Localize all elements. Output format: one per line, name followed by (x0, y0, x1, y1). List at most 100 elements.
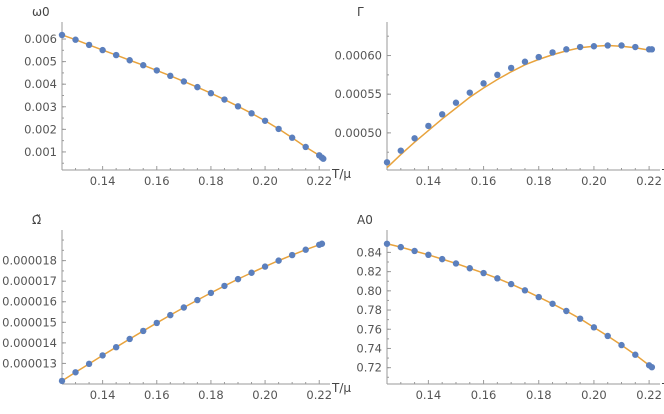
data-point (521, 287, 529, 294)
x-axis-label: T/μ (661, 381, 664, 395)
y-tick-label: 0.80 (356, 284, 382, 298)
x-tick-label: 0.18 (526, 174, 552, 188)
fit-line (386, 243, 653, 368)
data-point (632, 351, 639, 358)
x-tick-label: 0.22 (636, 388, 662, 402)
y-tick-label: 0.002 (24, 122, 57, 136)
y-tick-label: 0.72 (356, 361, 382, 375)
data-point (494, 71, 501, 79)
data-point (248, 269, 255, 276)
y-tick-label: 0.000014 (2, 336, 57, 350)
data-point (207, 90, 215, 97)
fit-line (386, 44, 653, 169)
data-point (425, 251, 432, 259)
data-point (452, 99, 460, 106)
data-point (549, 300, 556, 307)
data-point (466, 89, 473, 96)
x-tick-label: 0.16 (144, 388, 170, 402)
data-point (167, 72, 174, 80)
y-tick-label: 0.82 (356, 265, 382, 279)
x-tick-label: 0.14 (416, 388, 442, 402)
data-point (302, 246, 309, 253)
data-point (126, 57, 133, 64)
data-point (397, 243, 404, 251)
data-point (480, 269, 487, 277)
data-point (234, 275, 242, 283)
y-tick-label: 0.000018 (2, 254, 57, 268)
data-point (452, 260, 460, 267)
y-tick-label: 0.00050 (334, 126, 382, 140)
x-tick-label: 0.14 (90, 174, 116, 188)
data-point (438, 255, 446, 263)
data-point (72, 36, 79, 43)
y-tick-label: 0.76 (356, 322, 382, 336)
data-point (425, 122, 432, 130)
chart-panel-gamma: 0.14 0.16 0.18 0.20 0.22 0.00050 0.00055 0.0006… (334, 5, 664, 188)
data-point (288, 134, 296, 141)
y-axis-label: Ω̃ (32, 213, 41, 227)
data-point (221, 282, 228, 290)
data-point (112, 51, 120, 59)
data-point (466, 265, 473, 272)
data-point (549, 49, 556, 56)
data-point (248, 110, 255, 117)
data-point (275, 125, 282, 133)
data-point (494, 275, 501, 282)
y-tick-label: 0.001 (24, 145, 57, 159)
data-point (85, 41, 93, 49)
data-point (140, 327, 147, 335)
data-point (604, 42, 611, 49)
x-axis-label: T/μ (331, 381, 351, 395)
y-tick-label: 0.004 (24, 77, 57, 91)
data-point (411, 135, 418, 142)
y-tick-label: 0.000017 (2, 274, 57, 288)
x-tick-label: 0.18 (526, 388, 552, 402)
x-tick-label: 0.22 (306, 388, 332, 402)
y-tick-label: 0.000013 (2, 356, 57, 370)
data-point (632, 43, 639, 51)
data-point (507, 64, 515, 72)
data-point (535, 53, 542, 61)
y-tick-label: 0.78 (356, 303, 382, 317)
data-point (383, 240, 391, 247)
x-axis-label: T/μ (331, 167, 351, 181)
data-point (207, 289, 215, 297)
x-tick-label: 0.16 (471, 174, 497, 188)
data-point (180, 304, 188, 311)
y-tick-label: 0.005 (24, 55, 57, 69)
data-point (72, 369, 79, 376)
x-tick-label: 0.22 (306, 174, 332, 188)
data-point (383, 159, 391, 166)
data-point (563, 46, 570, 53)
x-tick-label: 0.16 (144, 174, 170, 188)
x-tick-label: 0.14 (90, 388, 116, 402)
data-point (153, 67, 160, 74)
data-point (648, 363, 656, 371)
data-point (590, 43, 598, 50)
data-point (99, 46, 106, 54)
data-point (302, 143, 309, 151)
data-point (221, 96, 228, 103)
y-axis-label: Γ (357, 5, 364, 19)
data-point (535, 293, 542, 301)
data-point (180, 78, 188, 85)
data-point (320, 155, 327, 162)
y-tick-label: 0.006 (24, 32, 57, 46)
chart-panel-a0: 0.14 0.16 0.18 0.20 0.22 0.72 0.74 0.76 0.78 0.80… (356, 213, 664, 402)
data-point (85, 360, 93, 368)
data-point (576, 315, 584, 322)
data-point (521, 58, 529, 65)
fit-line (61, 243, 323, 382)
data-point (153, 319, 160, 327)
data-point (99, 352, 106, 359)
data-point (140, 62, 147, 69)
data-point (411, 247, 418, 255)
data-point (58, 377, 66, 385)
data-point (397, 147, 404, 154)
data-point (194, 296, 201, 304)
x-tick-label: 0.18 (198, 174, 224, 188)
y-axis-label: ω0 (32, 5, 50, 19)
y-tick-label: 0.84 (356, 245, 382, 259)
